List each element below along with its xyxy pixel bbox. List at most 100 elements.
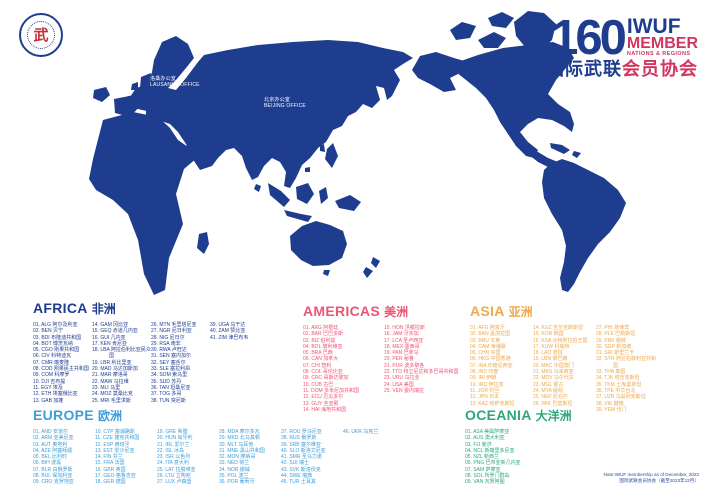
member-word: MEMBER <box>626 35 698 52</box>
lausanne-office-en: LAUSANNE OFFICE <box>150 82 200 88</box>
list-item: 44. SWE 瑞典 <box>281 473 313 480</box>
list-item: 18. GER 德国 <box>95 479 126 486</box>
list-item: 31. SRI 斯里兰卡 <box>596 350 635 357</box>
list-item: 33. THA 泰国 <box>596 369 626 376</box>
list-item: 12. JPN 日本 <box>470 394 500 401</box>
list-item: 36. POR 葡萄牙 <box>219 479 255 486</box>
list-item: 02. ARM 亚美尼亚 <box>33 435 74 442</box>
list-item: 07. BLR 白俄罗斯 <box>33 466 73 473</box>
list-item: 12. ETH 埃塞俄比亚 <box>33 391 78 398</box>
list-item: 08. COD 刚果民主共和国 <box>33 366 89 373</box>
list-item: 32. SEY 塞舌尔 <box>151 359 186 366</box>
list-item: 21. IRL 爱尔兰 <box>157 441 190 448</box>
europe-column: 28. MDA 摩尔多瓦 29. MKD 北马其顿 30. MLT 马耳他 31. M… <box>219 429 281 486</box>
list-item: 23. MLI 马里 <box>92 384 121 391</box>
list-item: 20. MAC 中国澳门 <box>533 362 574 369</box>
europe-column: 01. AND 安道尔 02. ARM 亚美尼亚 03. AUT 奥地利 04. AZ… <box>33 429 95 486</box>
list-item: 17. KEN 肯尼亚 <box>92 340 128 347</box>
list-item: 18. MEX 墨西哥 <box>384 343 420 350</box>
list-item: 13. GUY 圭亚那 <box>303 400 339 407</box>
list-item: 22. MAW 马拉维 <box>92 378 129 385</box>
asia-list: 01. AFG 阿富汗 02. BAN 孟加拉国 03. BRU 文莱 04. CAM… <box>470 325 659 413</box>
list-item: 06. CAN 加拿大 <box>303 356 339 363</box>
americas-title-cn: 美洲 <box>384 305 409 319</box>
list-item: 24. MYA 缅甸 <box>533 387 563 394</box>
list-item: 32. SYR 阿拉伯叙利亚共和国 <box>596 356 657 369</box>
asia-column: 14. KGZ 吉尔吉斯斯坦 15. KOR 韩国 16. KSA 沙特阿拉伯王国 1… <box>533 325 596 407</box>
list-item: 02. BAN 孟加拉国 <box>470 331 511 338</box>
list-item: 15. FRA 法国 <box>95 460 125 467</box>
list-item: 20. PER 秘鲁 <box>384 356 415 363</box>
list-item: 03. BIZ 伯利兹 <box>303 337 336 344</box>
iwuf-logo-icon: 武 <box>19 13 63 57</box>
list-item: 19. LBN 黎巴嫩 <box>533 356 568 363</box>
oceania-list: 01. ASA 美属萨摩亚 02. AUS 澳大利亚 03. FIJ 斐济 04. N… <box>465 429 572 486</box>
list-item: 39. YEM 也门 <box>596 406 627 413</box>
africa-title: AFRICA <box>33 300 88 316</box>
org-name: IWUF <box>626 15 681 38</box>
list-item: 09. COM 科摩罗 <box>33 372 70 379</box>
list-item: 37. TOG 多哥 <box>151 391 182 398</box>
asia-title: ASIA <box>470 303 505 319</box>
list-item: 24. MOZ 莫桑比克 <box>92 391 133 398</box>
list-item: 30. RWA 卢旺达 <box>151 347 187 354</box>
section-americas: AMERICAS 美洲 01. ARG 阿根廷 02. BAR 巴巴多斯 03. B… <box>303 303 465 413</box>
list-item: 38. VIE 越南 <box>596 400 624 407</box>
list-item: 24. USA 美国 <box>384 381 414 388</box>
list-item: 45. TUR 土耳其 <box>281 479 316 486</box>
list-item: 03. FIJ 斐济 <box>465 441 492 448</box>
list-item: 12. ESP 西班牙 <box>95 441 130 448</box>
headline-cn-red: 会员协会 <box>622 59 698 79</box>
list-item: 06. HKG 中国香港 <box>470 356 511 363</box>
list-item: 36. TAN 坦桑尼亚 <box>151 384 191 391</box>
list-item: 34. NOR 挪威 <box>219 466 250 473</box>
list-item: 34. TJK 塔吉克斯坦 <box>596 375 640 382</box>
lausanne-office-cn: 洛桑办公室 <box>150 76 177 82</box>
list-item: 29. RSA 南非 <box>151 340 181 347</box>
list-item: 29. MKD 北马其顿 <box>219 435 260 442</box>
europe-column: 19. GRE 希腊 20. HUN 匈牙利 21. IRL 爱尔兰 22. ISL … <box>157 429 219 486</box>
beijing-office-cn: 北京办公室 <box>264 97 291 103</box>
list-item: 31. SEN 塞内加尔 <box>151 353 192 360</box>
list-item: 05. NZL 新西兰 <box>465 454 499 461</box>
beijing-office-label: 北京办公室 BEIJING OFFICE <box>264 97 306 109</box>
europe-column: 37. ROU 罗马尼亚 38. RUS 俄罗斯 39. SRB 塞尔维亚 40. S… <box>281 429 343 486</box>
oceania-column: 01. ASA 美属萨摩亚 02. AUS 澳大利亚 03. FIJ 斐济 04. N… <box>465 429 560 486</box>
list-item: 03. AUT 奥地利 <box>33 441 68 448</box>
list-item: 37. ROU 罗马尼亚 <box>281 429 322 435</box>
europe-column: 10. CYP 塞浦路斯 11. CZE 捷克共和国 12. ESP 西班牙 13. … <box>95 429 157 486</box>
list-item: 38. RUS 俄罗斯 <box>281 435 317 442</box>
beijing-office-en: BEIJING OFFICE <box>264 103 306 109</box>
list-item: 16. KSA 沙特阿拉伯王国 <box>533 337 588 344</box>
list-item: 19. PAN 巴拿马 <box>384 350 419 357</box>
list-item: 06. BIH 波黑 <box>33 460 62 467</box>
list-item: 33. NED 荷兰 <box>219 460 250 467</box>
list-item: 39. UGA 乌干达 <box>210 322 246 328</box>
list-item: 26. PAK 巴基斯坦 <box>533 400 573 407</box>
list-item: 10. CYP 塞浦路斯 <box>95 429 135 435</box>
list-item: 12. ECU 厄瓜多尔 <box>303 394 344 401</box>
list-item: 19. LBR 利比里亚 <box>92 359 132 366</box>
list-item: 11. CZE 捷克共和国 <box>95 435 140 442</box>
list-item: 08. SOL 所罗门群岛 <box>465 473 510 480</box>
list-item: 01. AFG 阿富汗 <box>470 325 505 331</box>
list-item: 05. BEL 比利时 <box>33 454 67 461</box>
list-item: 03. BRU 文莱 <box>470 337 501 344</box>
list-item: 13. GAB 加蓬 <box>33 397 64 404</box>
list-item: 26. MTN 毛里塔尼亚 <box>151 322 197 328</box>
list-item: 32. MON 摩纳哥 <box>219 454 256 461</box>
section-europe: EUROPE 欧洲 01. AND 安道尔 02. ARM 亚美尼亚 03. AUT… <box>33 407 405 486</box>
list-item: 24. ITA 意大利 <box>157 460 189 467</box>
oceania-title-cn: 大洋洲 <box>535 409 572 423</box>
list-item: 15. GEQ 赤道几内亚 <box>92 328 138 335</box>
list-item: 25. MRI 毛里求斯 <box>92 397 131 404</box>
list-item: 38. TUN 突尼斯 <box>151 397 186 404</box>
americas-column: 15. HON 洪都拉斯 16. JAM 牙买加 17. LCA 圣卢西亚 18. M… <box>384 325 465 394</box>
list-item: 01. ARG 阿根廷 <box>303 325 339 331</box>
list-item: 09. VAN 瓦努阿图 <box>465 479 505 486</box>
europe-list: 01. AND 安道尔 02. ARM 亚美尼亚 03. AUT 奥地利 04. AZ… <box>33 429 405 486</box>
list-item: 10. CUB 古巴 <box>303 381 334 388</box>
list-item: 09. CRO 克罗地亚 <box>33 479 74 486</box>
list-item: 13. KAZ 哈萨克斯坦 <box>470 400 515 407</box>
